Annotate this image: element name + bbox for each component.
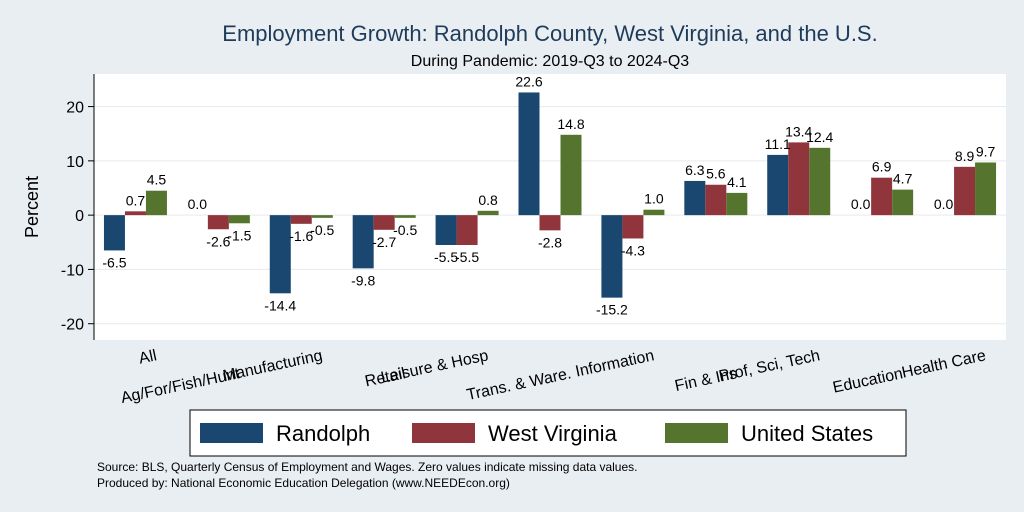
legend-swatch [412, 423, 475, 443]
legend-label: West Virginia [488, 421, 618, 446]
data-labels: -6.50.74.50.0-2.6-1.5-14.4-1.6-0.5-9.8-2… [102, 73, 995, 317]
plot-area [94, 74, 1006, 340]
bar-randolph [684, 180, 706, 216]
legend-swatch [665, 423, 728, 443]
bar-united-states [394, 215, 416, 218]
bar-united-states [726, 192, 748, 216]
data-label: -1.6 [289, 228, 313, 244]
data-label: 0.8 [478, 192, 498, 208]
data-label: -14.4 [264, 297, 296, 313]
bar-west-virginia [954, 166, 976, 216]
bar-west-virginia [456, 215, 478, 245]
bar-united-states [975, 162, 997, 216]
bar-united-states [892, 189, 914, 216]
bar-west-virginia [705, 184, 727, 216]
data-label: -2.7 [372, 234, 396, 250]
y-tick-label: 0 [75, 208, 84, 225]
bar-randolph [601, 215, 623, 298]
bar-united-states [477, 210, 499, 216]
category-label: All [137, 347, 158, 367]
data-label: 4.5 [147, 172, 167, 188]
data-label: 14.8 [557, 116, 584, 132]
bar-randolph [435, 215, 457, 245]
data-label: -4.3 [621, 242, 645, 258]
data-label: -2.6 [206, 233, 230, 249]
bar-west-virginia [622, 215, 644, 239]
bar-west-virginia [124, 211, 146, 216]
legend-label: Randolph [276, 421, 370, 446]
y-axis-title: Percent [22, 176, 42, 238]
data-label: 0.7 [126, 192, 146, 208]
y-tick-label: -10 [61, 262, 84, 279]
legend: Randolph West Virginia United States [189, 409, 907, 457]
data-label: 0.0 [934, 196, 954, 212]
data-label: 9.7 [976, 143, 996, 159]
bar-randolph [767, 154, 789, 216]
data-label: 4.1 [727, 174, 747, 190]
data-label: 4.7 [893, 171, 913, 187]
y-axis-ticks: -20 -10 0 10 20 [61, 74, 95, 340]
bar-united-states [643, 209, 665, 216]
data-label: -5.5 [455, 249, 479, 265]
chart-title: Employment Growth: Randolph County, West… [222, 21, 877, 46]
y-tick-label: 20 [66, 100, 84, 117]
legend-swatch [200, 423, 263, 443]
data-label: 6.3 [685, 162, 705, 178]
data-label: 8.9 [955, 148, 975, 164]
data-label: -0.5 [310, 222, 334, 238]
bar-united-states [560, 134, 582, 216]
bar-randolph [352, 215, 374, 269]
data-label: -0.5 [393, 222, 417, 238]
data-label: 6.9 [872, 159, 892, 175]
data-label: 12.4 [806, 129, 833, 145]
bar-west-virginia [788, 142, 810, 216]
bar-west-virginia [539, 215, 561, 231]
data-label: -9.8 [351, 272, 375, 288]
data-label: -2.8 [538, 234, 562, 250]
bar-west-virginia [871, 177, 893, 216]
data-label: 1.0 [644, 191, 664, 207]
data-label: 0.0 [851, 196, 871, 212]
y-tick-label: 10 [66, 154, 84, 171]
data-label: 0.0 [188, 196, 208, 212]
bar-randolph [269, 215, 291, 294]
bar-united-states [809, 147, 831, 216]
bar-randolph [518, 92, 540, 216]
bar-united-states [145, 190, 167, 216]
legend-label: United States [741, 421, 873, 446]
bars [103, 92, 997, 298]
data-label: 13.4 [785, 123, 812, 139]
bar-united-states [228, 215, 250, 224]
bar-west-virginia [373, 215, 395, 230]
data-label: -5.5 [434, 249, 458, 265]
producer-note: Produced by: National Economic Education… [97, 476, 510, 490]
bar-united-states [311, 215, 333, 218]
chart-subtitle: During Pandemic: 2019-Q3 to 2024-Q3 [411, 53, 689, 70]
bar-west-virginia [207, 215, 229, 230]
y-tick-label: -20 [61, 317, 84, 334]
data-label: -6.5 [102, 254, 126, 270]
data-label: 5.6 [706, 166, 726, 182]
source-note: Source: BLS, Quarterly Census of Employm… [97, 460, 637, 474]
legend-box [189, 409, 907, 457]
data-label: 11.1 [765, 136, 791, 152]
data-label: -15.2 [596, 302, 628, 318]
data-label: 22.6 [515, 73, 542, 89]
bar-randolph [103, 215, 125, 251]
data-label: -1.5 [227, 227, 251, 243]
bar-west-virginia [290, 215, 312, 224]
